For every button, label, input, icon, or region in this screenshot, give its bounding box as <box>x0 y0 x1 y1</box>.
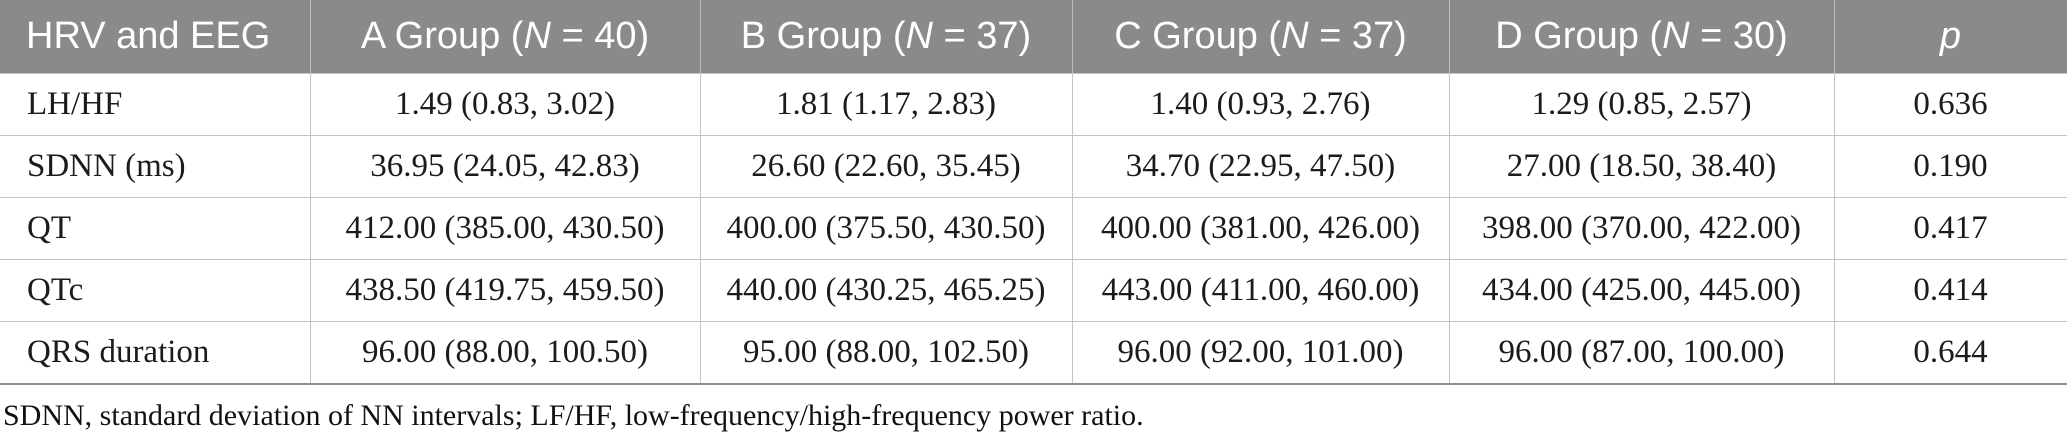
header-label: A Group ( <box>360 15 524 57</box>
value-cell: 95.00 (88.00, 102.50) <box>699 321 1072 385</box>
header-n-italic: N <box>905 15 933 57</box>
value-cell: 96.00 (87.00, 100.00) <box>1448 321 1834 385</box>
header-cell-variable: HRV and EEG <box>0 0 310 74</box>
value-cell: 36.95 (24.05, 42.83) <box>309 135 700 198</box>
header-label: D Group ( <box>1495 15 1663 57</box>
table-row-sdnn: SDNN (ms) 36.95 (24.05, 42.83) 26.60 (22… <box>0 135 2067 198</box>
value-cell: 412.00 (385.00, 430.50) <box>309 197 700 260</box>
value-cell: 96.00 (88.00, 100.50) <box>309 321 700 385</box>
value-cell: 434.00 (425.00, 445.00) <box>1448 259 1834 322</box>
header-label: B Group ( <box>740 15 906 57</box>
value-cell: 1.81 (1.17, 2.83) <box>699 73 1072 136</box>
header-label: HRV and EEG <box>26 15 271 57</box>
p-value-cell: 0.417 <box>1833 197 2067 260</box>
p-value-cell: 0.414 <box>1833 259 2067 322</box>
value-cell: 400.00 (381.00, 426.00) <box>1071 197 1449 260</box>
header-label: = 40) <box>550 15 650 57</box>
header-n-italic: N <box>1281 15 1309 57</box>
p-value-cell: 0.636 <box>1833 73 2067 136</box>
value-cell: 96.00 (92.00, 101.00) <box>1071 321 1449 385</box>
value-cell: 400.00 (375.50, 430.50) <box>699 197 1072 260</box>
row-label-cell: LH/HF <box>0 73 310 136</box>
header-cell-p: p <box>1833 0 2067 74</box>
header-cell-group-b: B Group (N = 37) <box>699 0 1072 74</box>
header-cell-group-c: C Group (N = 37) <box>1071 0 1449 74</box>
value-cell: 34.70 (22.95, 47.50) <box>1071 135 1449 198</box>
value-cell: 26.60 (22.60, 35.45) <box>699 135 1072 198</box>
row-label-cell: QRS duration <box>0 321 310 385</box>
hrv-eeg-table: HRV and EEG A Group (N = 40) B Group (N … <box>0 0 2067 385</box>
p-value-cell: 0.190 <box>1833 135 2067 198</box>
header-label: = 37) <box>932 15 1032 57</box>
header-label: = 30) <box>1689 15 1788 57</box>
table-footnote: SDNN, standard deviation of NN intervals… <box>3 399 1144 432</box>
value-cell: 27.00 (18.50, 38.40) <box>1448 135 1834 198</box>
header-p-italic: p <box>1939 15 1962 57</box>
value-cell: 1.40 (0.93, 2.76) <box>1071 73 1449 136</box>
value-cell: 398.00 (370.00, 422.00) <box>1448 197 1834 260</box>
p-value-cell: 0.644 <box>1833 321 2067 385</box>
value-cell: 1.49 (0.83, 3.02) <box>309 73 700 136</box>
value-cell: 443.00 (411.00, 460.00) <box>1071 259 1449 322</box>
value-cell: 440.00 (430.25, 465.25) <box>699 259 1072 322</box>
table-row-qtc: QTc 438.50 (419.75, 459.50) 440.00 (430.… <box>0 259 2067 322</box>
value-cell: 1.29 (0.85, 2.57) <box>1448 73 1834 136</box>
row-label-cell: QTc <box>0 259 310 322</box>
table-row-lhhf: LH/HF 1.49 (0.83, 3.02) 1.81 (1.17, 2.83… <box>0 73 2067 136</box>
header-n-italic: N <box>1662 15 1690 57</box>
header-label: = 37) <box>1308 15 1407 57</box>
header-cell-group-a: A Group (N = 40) <box>309 0 700 74</box>
row-label-cell: QT <box>0 197 310 260</box>
header-row: HRV and EEG A Group (N = 40) B Group (N … <box>0 0 2067 74</box>
header-label: C Group ( <box>1114 15 1282 57</box>
header-n-italic: N <box>523 15 551 57</box>
table-row-qrs: QRS duration 96.00 (88.00, 100.50) 95.00… <box>0 321 2067 385</box>
header-cell-group-d: D Group (N = 30) <box>1448 0 1834 74</box>
table-row-qt: QT 412.00 (385.00, 430.50) 400.00 (375.5… <box>0 197 2067 260</box>
value-cell: 438.50 (419.75, 459.50) <box>309 259 700 322</box>
row-label-cell: SDNN (ms) <box>0 135 310 198</box>
